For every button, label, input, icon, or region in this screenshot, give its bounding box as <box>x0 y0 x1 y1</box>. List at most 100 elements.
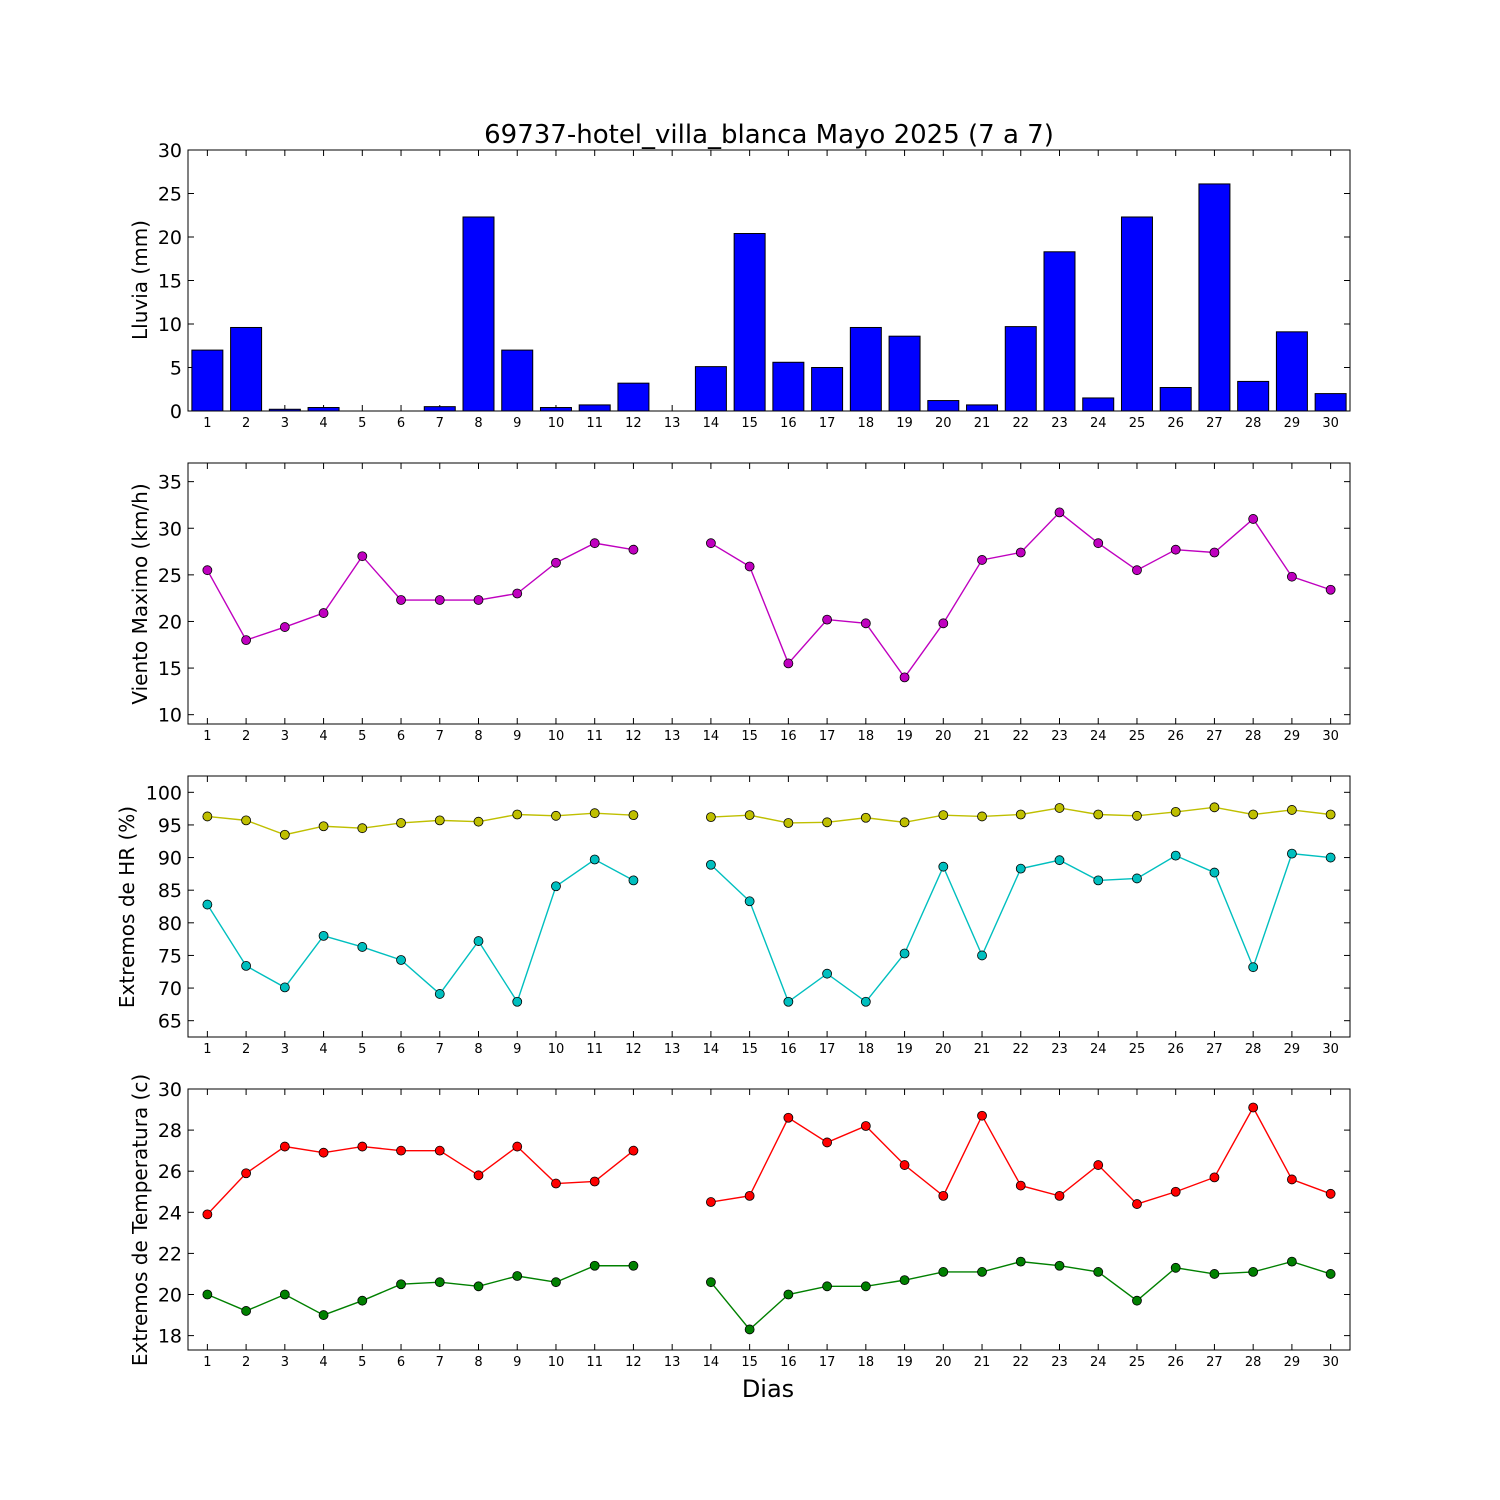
x-tick-label: 8 <box>474 1042 482 1057</box>
series-point <box>473 936 484 946</box>
x-tick-label: 16 <box>780 416 797 431</box>
x-tick-label: 9 <box>513 1042 521 1057</box>
y-tick-label: 85 <box>158 880 182 902</box>
x-tick-label: 17 <box>819 1042 836 1057</box>
series-point <box>1209 547 1220 558</box>
series-point <box>938 810 949 821</box>
rain-bar <box>1082 397 1115 412</box>
x-tick-label: 10 <box>548 1355 565 1370</box>
x-tick-label: 7 <box>436 416 444 431</box>
series-point <box>551 810 561 821</box>
x-tick-label: 28 <box>1245 729 1262 744</box>
series-point <box>1287 571 1297 582</box>
x-tick-label: 5 <box>358 729 366 744</box>
x-tick-label: 5 <box>358 416 366 431</box>
rain-bar <box>927 400 960 412</box>
x-tick-label: 19 <box>896 416 913 431</box>
rain-bar <box>1275 331 1308 412</box>
x-tick-label: 29 <box>1284 729 1301 744</box>
rain-bar <box>1004 326 1037 412</box>
rain-bar <box>811 367 844 412</box>
rain-bar <box>1043 251 1076 412</box>
series-point <box>434 595 445 605</box>
rain-bar <box>1159 387 1192 412</box>
series-point <box>744 810 755 821</box>
rain-bar <box>733 233 766 412</box>
series-point <box>977 1267 987 1277</box>
series-point <box>589 1176 600 1187</box>
x-tick-label: 3 <box>281 729 289 744</box>
series-point <box>706 1197 716 1207</box>
series-point <box>357 1295 368 1306</box>
series-point <box>1015 547 1026 558</box>
series-point <box>822 1281 832 1292</box>
x-tick-label: 8 <box>474 416 482 431</box>
series-point <box>899 817 910 828</box>
series-point <box>473 816 484 827</box>
x-tick-label: 13 <box>664 729 681 744</box>
x-tick-label: 14 <box>703 729 720 744</box>
series-point <box>1015 1180 1026 1191</box>
series-point <box>357 823 368 834</box>
x-tick-label: 12 <box>625 1355 642 1370</box>
series-point <box>202 899 213 910</box>
series-point <box>860 1121 871 1131</box>
x-tick-label: 16 <box>780 1355 797 1370</box>
series-point <box>1287 848 1297 859</box>
x-tick-label: 27 <box>1206 729 1223 744</box>
x-tick-label: 18 <box>858 1042 875 1057</box>
x-tick-label: 3 <box>281 1355 289 1370</box>
series-point <box>202 811 213 822</box>
x-tick-label: 10 <box>548 1042 565 1057</box>
series-point <box>1093 1160 1104 1170</box>
x-tick-label: 11 <box>586 416 603 431</box>
rain-bar <box>888 335 921 412</box>
series-point <box>1287 805 1297 815</box>
series-point <box>860 618 871 629</box>
rain-bar <box>772 361 805 412</box>
y-tick-label: 24 <box>158 1202 182 1224</box>
x-tick-label: 4 <box>319 729 327 744</box>
x-tick-label: 16 <box>780 729 797 744</box>
x-tick-label: 21 <box>974 1042 991 1057</box>
x-tick-label: 2 <box>242 729 250 744</box>
rain-bar <box>307 407 340 412</box>
series-point <box>899 1275 910 1286</box>
x-tick-label: 15 <box>741 416 758 431</box>
series-line <box>206 1145 634 1215</box>
series-point <box>1132 1199 1142 1209</box>
y-tick-label: 20 <box>158 227 182 249</box>
x-tick-label: 12 <box>625 1042 642 1057</box>
x-tick-label: 17 <box>819 729 836 744</box>
x-tick-label: 18 <box>858 1355 875 1370</box>
series-point <box>1209 1269 1220 1279</box>
series-point <box>551 881 561 892</box>
x-tick-label: 25 <box>1129 729 1146 744</box>
x-tick-label: 27 <box>1206 416 1223 431</box>
rain-bar <box>462 216 495 412</box>
x-tick-label: 6 <box>397 1355 405 1370</box>
rain-bar <box>966 404 999 412</box>
x-tick-label: 9 <box>513 729 521 744</box>
series-point <box>318 1310 329 1320</box>
x-tick-label: 2 <box>242 1355 250 1370</box>
series-point <box>899 948 910 959</box>
series-point <box>860 996 871 1007</box>
x-tick-label: 3 <box>281 1042 289 1057</box>
series-line <box>207 1265 634 1316</box>
y-tick-label: 75 <box>158 945 182 967</box>
series-point <box>279 982 290 993</box>
series-point <box>1015 1256 1026 1267</box>
x-tick-label: 5 <box>358 1042 366 1057</box>
x-tick-label: 19 <box>896 1355 913 1370</box>
series-point <box>1170 806 1181 817</box>
x-tick-label: 18 <box>858 416 875 431</box>
series-point <box>977 950 987 961</box>
x-tick-label: 2 <box>242 1042 250 1057</box>
series-point <box>1132 810 1142 821</box>
x-tick-label: 21 <box>974 416 991 431</box>
series-point <box>357 1141 368 1152</box>
x-tick-label: 9 <box>513 416 521 431</box>
x-tick-label: 28 <box>1245 416 1262 431</box>
